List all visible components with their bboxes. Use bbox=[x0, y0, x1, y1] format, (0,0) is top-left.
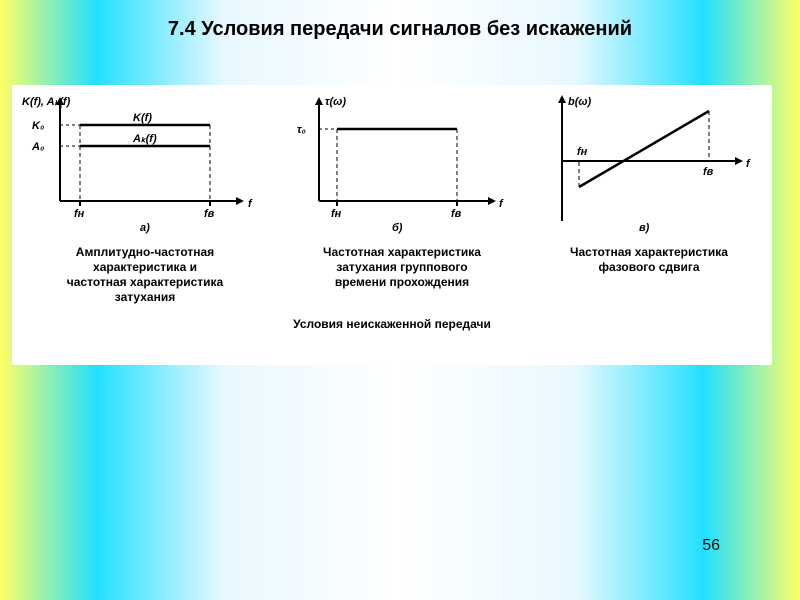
svg-text:Aₖ(f): Aₖ(f) bbox=[132, 133, 157, 145]
svg-text:fн: fн bbox=[331, 208, 342, 220]
page-number: 56 bbox=[702, 537, 720, 555]
svg-text:fв: fв bbox=[703, 166, 714, 178]
svg-text:τ(ω): τ(ω) bbox=[325, 96, 346, 108]
chart-a: K(f), Aₖ(f) fн fв f K(f) Aₖ(f) K₀ A₀ a) bbox=[20, 91, 270, 241]
svg-text:fв: fв bbox=[204, 208, 215, 220]
svg-text:b(ω): b(ω) bbox=[568, 96, 592, 108]
caption-c: Частотная характеристика фазового сдвига bbox=[570, 245, 728, 275]
svg-text:K(f): K(f) bbox=[133, 112, 152, 124]
figure-caption: Условия неискаженной передачи bbox=[12, 317, 772, 331]
figure-a: K(f), Aₖ(f) fн fв f K(f) Aₖ(f) K₀ A₀ a) Амплитуд… bbox=[20, 91, 270, 305]
figure-b: τ(ω) fн fв f τ₀ б) Частотная характеристика з… bbox=[287, 91, 517, 290]
caption-a: Амплитудно-частотная характеристика и ча… bbox=[67, 245, 223, 305]
slide-title: 7.4 Условия передачи сигналов без искаже… bbox=[0, 18, 800, 41]
svg-text:fн: fн bbox=[577, 146, 588, 158]
svg-text:б): б) bbox=[392, 222, 403, 234]
svg-text:f: f bbox=[499, 198, 504, 210]
slide: 7.4 Условия передачи сигналов без искаже… bbox=[0, 0, 800, 600]
svg-text:f: f bbox=[746, 158, 751, 170]
chart-b: τ(ω) fн fв f τ₀ б) bbox=[287, 91, 517, 241]
svg-text:fн: fн bbox=[74, 208, 85, 220]
figure-container: K(f), Aₖ(f) fн fв f K(f) Aₖ(f) K₀ A₀ a) Амплитуд… bbox=[12, 85, 772, 365]
svg-text:в): в) bbox=[639, 222, 650, 234]
svg-text:fв: fв bbox=[451, 208, 462, 220]
caption-b: Частотная характеристика затухания групп… bbox=[323, 245, 481, 290]
svg-text:τ₀: τ₀ bbox=[297, 124, 306, 136]
svg-text:A₀: A₀ bbox=[31, 141, 44, 153]
chart-c: b(ω) f fн fв в) bbox=[534, 91, 764, 241]
svg-text:f: f bbox=[248, 198, 253, 210]
figure-c: b(ω) f fн fв в) Частотная характеристика фаз… bbox=[534, 91, 764, 275]
svg-text:a): a) bbox=[140, 222, 150, 234]
svg-text:K₀: K₀ bbox=[32, 120, 44, 132]
svg-text:K(f), Aₖ(f): K(f), Aₖ(f) bbox=[22, 96, 71, 108]
figure-row: K(f), Aₖ(f) fн fв f K(f) Aₖ(f) K₀ A₀ a) Амплитуд… bbox=[12, 85, 772, 305]
